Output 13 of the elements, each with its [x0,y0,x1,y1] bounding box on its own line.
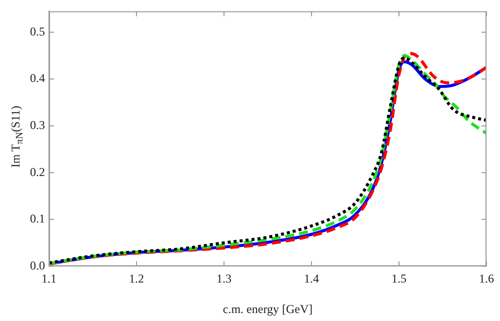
y-tick-label: 0.3 [30,118,45,132]
y-tick-label: 0.0 [30,258,45,272]
y-tick-label: 0.4 [30,71,45,86]
x-axis-title: c.m. energy [GeV] [222,302,313,316]
y-tick-label: 0.2 [30,164,45,179]
x-tick-label: 1.5 [392,272,406,286]
x-tick-label: 1.2 [129,272,144,286]
x-tick-label: 1.4 [304,272,319,286]
x-tick-label: 1.6 [479,272,494,286]
y-tick-label: 0.1 [30,212,45,226]
x-tick-label: 1.1 [42,272,56,286]
y-tick-label: 0.5 [30,24,45,38]
x-tick-label: 1.3 [216,272,232,286]
